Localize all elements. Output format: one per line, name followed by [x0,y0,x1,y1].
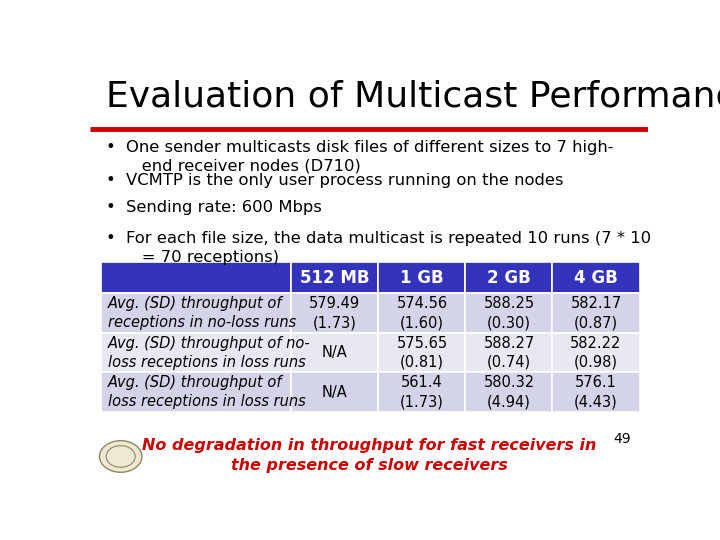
Bar [292,333,379,373]
Bar [101,333,292,373]
Bar [101,294,292,333]
Text: 49: 49 [613,432,631,446]
Text: N/A: N/A [322,345,348,360]
Text: 582.22
(0.98): 582.22 (0.98) [570,336,621,370]
Text: N/A: N/A [322,384,348,400]
Text: 1 GB: 1 GB [400,269,444,287]
Text: •: • [106,173,115,188]
Text: 575.65
(0.81): 575.65 (0.81) [396,336,447,370]
Text: One sender multicasts disk files of different sizes to 7 high-
   end receiver n: One sender multicasts disk files of diff… [126,140,613,174]
Bar [465,294,552,333]
Text: •: • [106,200,115,215]
Bar [101,262,292,294]
Text: •: • [106,231,115,246]
Text: 512 MB: 512 MB [300,269,369,287]
Text: Avg. (SD) throughput of no-
loss receptions in loss runs: Avg. (SD) throughput of no- loss recepti… [108,336,310,370]
Text: 561.4
(1.73): 561.4 (1.73) [400,375,444,409]
Text: 579.49
(1.73): 579.49 (1.73) [310,296,361,330]
Bar [292,294,379,333]
Text: 576.1
(4.43): 576.1 (4.43) [574,375,618,409]
Bar [465,262,552,294]
Text: 2 GB: 2 GB [487,269,531,287]
Bar [379,294,465,333]
Text: Avg. (SD) throughput of
receptions in no-loss runs: Avg. (SD) throughput of receptions in no… [108,296,296,330]
Text: 580.32
(4.94): 580.32 (4.94) [483,375,534,409]
Text: •: • [106,140,115,154]
Text: 588.25
(0.30): 588.25 (0.30) [483,296,534,330]
Bar [552,333,639,373]
Text: Avg. (SD) throughput of
loss receptions in loss runs: Avg. (SD) throughput of loss receptions … [108,375,305,409]
Text: 574.56
(1.60): 574.56 (1.60) [396,296,447,330]
Text: VCMTP is the only user process running on the nodes: VCMTP is the only user process running o… [126,173,564,188]
Bar [379,373,465,412]
Text: Evaluation of Multicast Performance: Evaluation of Multicast Performance [106,79,720,113]
Bar [465,373,552,412]
Text: For each file size, the data multicast is repeated 10 runs (7 * 10
   = 70 recep: For each file size, the data multicast i… [126,231,652,265]
Bar [379,333,465,373]
Text: No degradation in throughput for fast receivers in
the presence of slow receiver: No degradation in throughput for fast re… [142,438,596,473]
Text: Sending rate: 600 Mbps: Sending rate: 600 Mbps [126,200,322,215]
Bar [292,373,379,412]
Bar [292,262,379,294]
Circle shape [99,441,142,472]
Bar [101,373,292,412]
Text: 588.27
(0.74): 588.27 (0.74) [483,336,534,370]
Bar [465,333,552,373]
Bar [552,262,639,294]
Bar [379,262,465,294]
Bar [552,373,639,412]
Text: 582.17
(0.87): 582.17 (0.87) [570,296,621,330]
Text: 4 GB: 4 GB [574,269,618,287]
Bar [552,294,639,333]
